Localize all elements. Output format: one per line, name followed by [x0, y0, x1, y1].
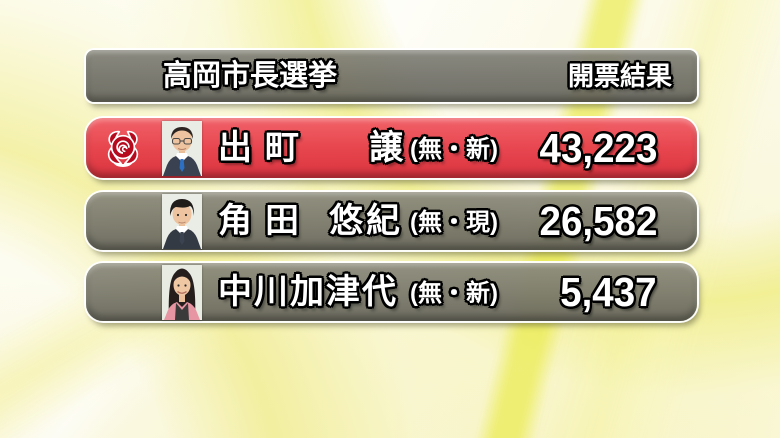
- vote-count: 43,223: [539, 124, 657, 171]
- candidate-name: 角田 悠紀: [218, 204, 403, 238]
- portrait-man-glasses-icon: [162, 120, 202, 176]
- candidate-name: 出町 譲: [218, 131, 403, 165]
- candidate-photo: [162, 193, 202, 249]
- candidate-family-name: 出町: [218, 129, 312, 167]
- portrait-man-icon: [162, 193, 202, 249]
- header-bar: 高岡市長選挙 開票結果: [86, 50, 697, 102]
- vote-count: 26,582: [539, 197, 657, 244]
- candidate-given-name: 譲: [369, 129, 403, 167]
- candidate-row: 中川加津代 (無・新) 5,437: [86, 263, 697, 321]
- rose-icon: [107, 130, 139, 167]
- candidate-row: 角田 悠紀 (無・現) 26,582: [86, 192, 697, 250]
- candidate-family-name: 角田: [218, 202, 312, 240]
- candidate-row-winner: 出町 譲 (無・新) 43,223: [86, 118, 697, 178]
- candidate-name: 中川加津代: [218, 275, 403, 309]
- candidate-photo: [162, 264, 202, 320]
- elected-marker-slot-empty: [103, 271, 143, 313]
- page-title: 高岡市長選挙: [163, 59, 338, 92]
- party-status-label: (無・現): [410, 208, 498, 236]
- candidate-given-name: 悠紀: [329, 202, 403, 240]
- results-label: 開票結果: [567, 61, 672, 91]
- elected-marker-slot: [103, 127, 143, 169]
- party-status-label: (無・新): [410, 279, 498, 307]
- elected-marker-slot-empty: [103, 200, 143, 242]
- candidate-photo: [162, 120, 202, 176]
- portrait-woman-icon: [162, 264, 202, 320]
- vote-count: 5,437: [560, 268, 657, 315]
- party-status-label: (無・新): [410, 135, 498, 163]
- candidate-family-name: 中川加津代: [218, 273, 398, 311]
